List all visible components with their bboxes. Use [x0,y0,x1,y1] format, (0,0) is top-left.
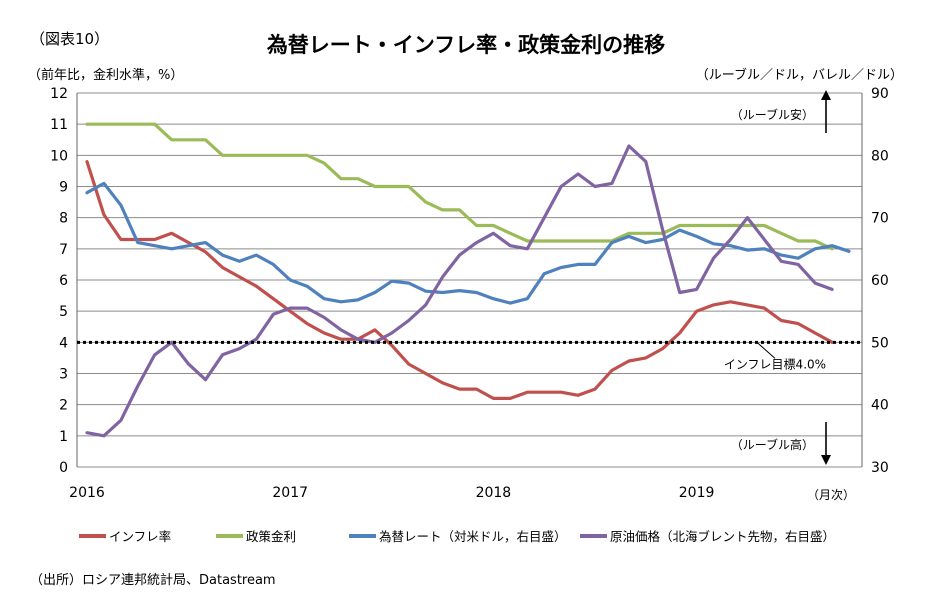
right-axis-unit: （ルーブル／ドル，バレル／ドル） [696,67,903,83]
legend-label: 政策金利 [246,529,296,544]
left-tick-label: 4 [59,335,68,351]
right-tick-label: 60 [871,273,889,289]
legend-item-0: インフレ率 [79,529,171,544]
left-tick-label: 2 [59,398,68,414]
series-line-1 [85,122,834,251]
right-tick-label: 50 [871,335,889,351]
left-tick-label: 12 [50,86,68,102]
chart-title: 為替レート・インフレ率・政策金利の推移 [267,33,665,57]
gridlines [77,92,862,468]
left-tick-label: 3 [59,367,68,383]
x-unit-label: （月次） [807,488,855,502]
plot-frame [76,93,863,467]
left-axis-unit: （前年比，金利水準，%） [28,67,183,83]
arrow-down-icon [821,422,831,465]
series-line-3 [85,144,834,438]
series-line-0 [85,160,834,400]
left-tick-label: 7 [59,242,68,258]
right-tick-label: 40 [871,398,889,414]
legend-item-1: 政策金利 [216,529,296,544]
x-tick-label: 2017 [272,485,308,501]
ruble-strong-label: （ルーブル高） [731,437,814,452]
left-tick-label: 8 [59,211,68,227]
right-axis: 30 40 50 60 70 80 90 [871,86,889,476]
arrow-up-icon [821,90,831,133]
figure-label: （図表10） [30,30,109,48]
target-label: インフレ目標4.0% [724,357,826,371]
left-tick-label: 9 [59,180,68,196]
x-tick-label: 2018 [476,485,512,501]
left-tick-label: 0 [59,460,68,476]
ruble-weak-label: （ルーブル安） [731,107,814,122]
left-tick-label: 6 [59,273,68,289]
series-line-2 [85,181,851,305]
legend-label: 原油価格（北海ブレント先物，右目盛） [610,529,835,544]
target-leader [756,341,776,359]
left-tick-label: 5 [59,304,68,320]
left-tick-label: 10 [50,148,68,164]
source-note: （出所）ロシア連邦統計局、Datastream [30,572,276,588]
left-tick-label: 1 [59,429,68,445]
right-tick-label: 30 [871,460,889,476]
left-tick-label: 11 [50,117,68,133]
right-tick-label: 90 [871,86,889,102]
right-tick-label: 80 [871,148,889,164]
legend: インフレ率 政策金利 為替レート（対米ドル，右目盛） 原油価格（北海ブレント先物，右目… [79,529,835,544]
legend-label: 為替レート（対米ドル，右目盛） [379,529,567,544]
series-layer [85,122,851,438]
legend-item-2: 為替レート（対米ドル，右目盛） [349,529,567,544]
legend-label: インフレ率 [109,529,171,544]
legend-item-3: 原油価格（北海ブレント先物，右目盛） [580,529,835,544]
inflation-target-line: インフレ目標4.0% [77,340,862,371]
x-axis: 2016 2017 2018 2019 [69,485,714,501]
x-tick-label: 2016 [69,485,105,501]
x-tick-label: 2019 [679,485,715,501]
right-tick-label: 70 [871,211,889,227]
